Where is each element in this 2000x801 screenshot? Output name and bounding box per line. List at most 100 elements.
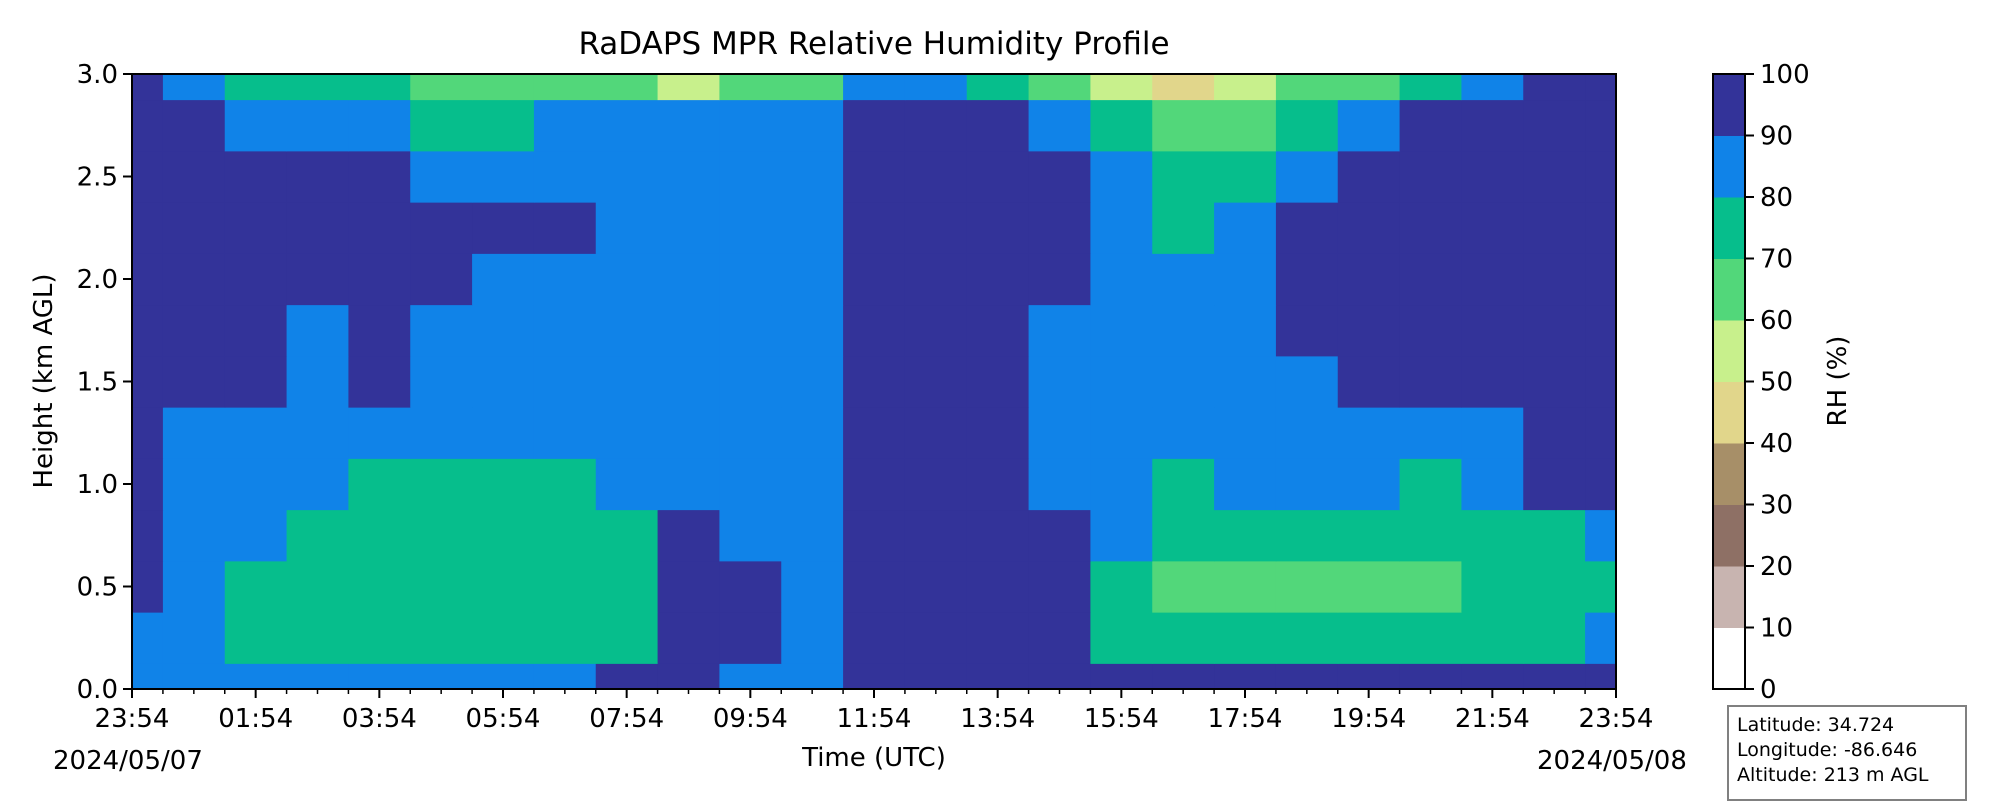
rh-cell	[595, 407, 659, 459]
rh-cell	[904, 509, 968, 562]
rh-cell	[1523, 74, 1586, 101]
rh-cell	[286, 74, 349, 101]
rh-cell	[1028, 74, 1091, 101]
rh-cell	[132, 150, 164, 203]
rh-cell	[1523, 663, 1586, 689]
rh-cell	[472, 355, 535, 408]
rh-cell	[843, 612, 906, 664]
x-tick-label: 23:54	[1579, 704, 1654, 734]
rh-cell	[1028, 612, 1091, 664]
rh-cell	[348, 99, 411, 152]
rh-cell	[966, 202, 1030, 254]
rh-cell	[472, 612, 535, 664]
rh-cell	[286, 509, 349, 562]
rh-cell	[286, 612, 349, 664]
rh-cell	[1337, 355, 1401, 408]
rh-cell	[595, 355, 659, 408]
rh-cell	[1585, 663, 1616, 689]
colorbar-tick-label: 40	[1760, 429, 1793, 459]
rh-cell	[1028, 99, 1091, 152]
rh-cell	[162, 253, 226, 306]
rh-cell	[224, 150, 288, 203]
rh-cell	[1214, 253, 1277, 306]
rh-cell	[472, 202, 535, 254]
rh-cell	[904, 560, 968, 613]
rh-cell	[1523, 612, 1586, 664]
rh-cell	[781, 407, 844, 459]
rh-cell	[1399, 458, 1462, 511]
colorbar-tick-label: 90	[1760, 122, 1793, 152]
rh-cell	[1461, 560, 1524, 613]
rh-cell	[657, 99, 720, 152]
rh-cell	[719, 304, 782, 357]
rh-cell	[348, 458, 411, 511]
rh-cell	[348, 74, 411, 101]
rh-cell	[1090, 458, 1153, 511]
rh-cell	[1337, 74, 1401, 101]
rh-cell	[1090, 99, 1153, 152]
rh-cell	[533, 560, 597, 613]
rh-cell	[533, 407, 597, 459]
date-label-end: 2024/05/08	[1537, 746, 1687, 776]
rh-cell	[533, 150, 597, 203]
x-tick-label: 13:54	[960, 704, 1035, 734]
rh-cell	[904, 663, 968, 689]
rh-cell	[843, 663, 906, 689]
rh-cell	[1461, 407, 1524, 459]
rh-cell	[286, 560, 349, 613]
rh-cell	[657, 150, 720, 203]
rh-cell	[162, 74, 226, 101]
rh-cell	[1028, 253, 1091, 306]
y-tick-label: 2.0	[77, 265, 118, 295]
rh-cell	[533, 99, 597, 152]
x-axis: 23:54 01:54 03:54 05:54 07:54 09:54 11:54 13:54…	[95, 689, 1654, 734]
rh-cell	[1461, 355, 1524, 408]
rh-cell	[472, 663, 535, 689]
rh-cell	[1337, 202, 1401, 254]
rh-cell	[1214, 150, 1277, 203]
rh-cell	[1214, 612, 1277, 664]
colorbar-segment	[1713, 74, 1745, 136]
rh-cell	[781, 355, 844, 408]
rh-cell	[657, 509, 720, 562]
rh-cell	[1275, 458, 1339, 511]
rh-cell	[966, 355, 1030, 408]
rh-cell	[904, 458, 968, 511]
colorbar-tick-label: 50	[1760, 368, 1793, 398]
x-tick-label: 09:54	[713, 704, 788, 734]
rh-cell	[1152, 509, 1215, 562]
rh-cell	[595, 560, 659, 613]
rh-cell	[1461, 253, 1524, 306]
colorbar-segment	[1713, 443, 1745, 505]
rh-cell	[1152, 150, 1215, 203]
y-tick-label: 3.0	[77, 60, 118, 90]
rh-cell	[410, 509, 473, 562]
rh-cell	[904, 355, 968, 408]
rh-cell	[1090, 304, 1153, 357]
rh-cell	[533, 202, 597, 254]
rh-cell	[595, 612, 659, 664]
rh-cell	[781, 74, 844, 101]
rh-cell	[1523, 407, 1586, 459]
rh-cell	[1337, 509, 1401, 562]
rh-cell	[533, 253, 597, 306]
rh-cell	[1152, 253, 1215, 306]
rh-cell	[286, 253, 349, 306]
rh-cell	[1275, 355, 1339, 408]
rh-cell	[1275, 202, 1339, 254]
colorbar-segment	[1713, 197, 1745, 259]
rh-cell	[781, 150, 844, 203]
rh-cell	[1585, 458, 1616, 511]
colorbar-tick-label: 100	[1760, 60, 1810, 90]
rh-cell	[1028, 355, 1091, 408]
rh-cell	[348, 202, 411, 254]
rh-cell	[719, 74, 782, 101]
rh-cell	[224, 202, 288, 254]
rh-cell	[348, 150, 411, 203]
rh-cell	[1275, 99, 1339, 152]
x-tick-label: 01:54	[218, 704, 293, 734]
rh-cell	[410, 202, 473, 254]
rh-cell	[781, 509, 844, 562]
date-label-start: 2024/05/07	[53, 746, 203, 776]
colorbar-segment	[1713, 135, 1745, 198]
